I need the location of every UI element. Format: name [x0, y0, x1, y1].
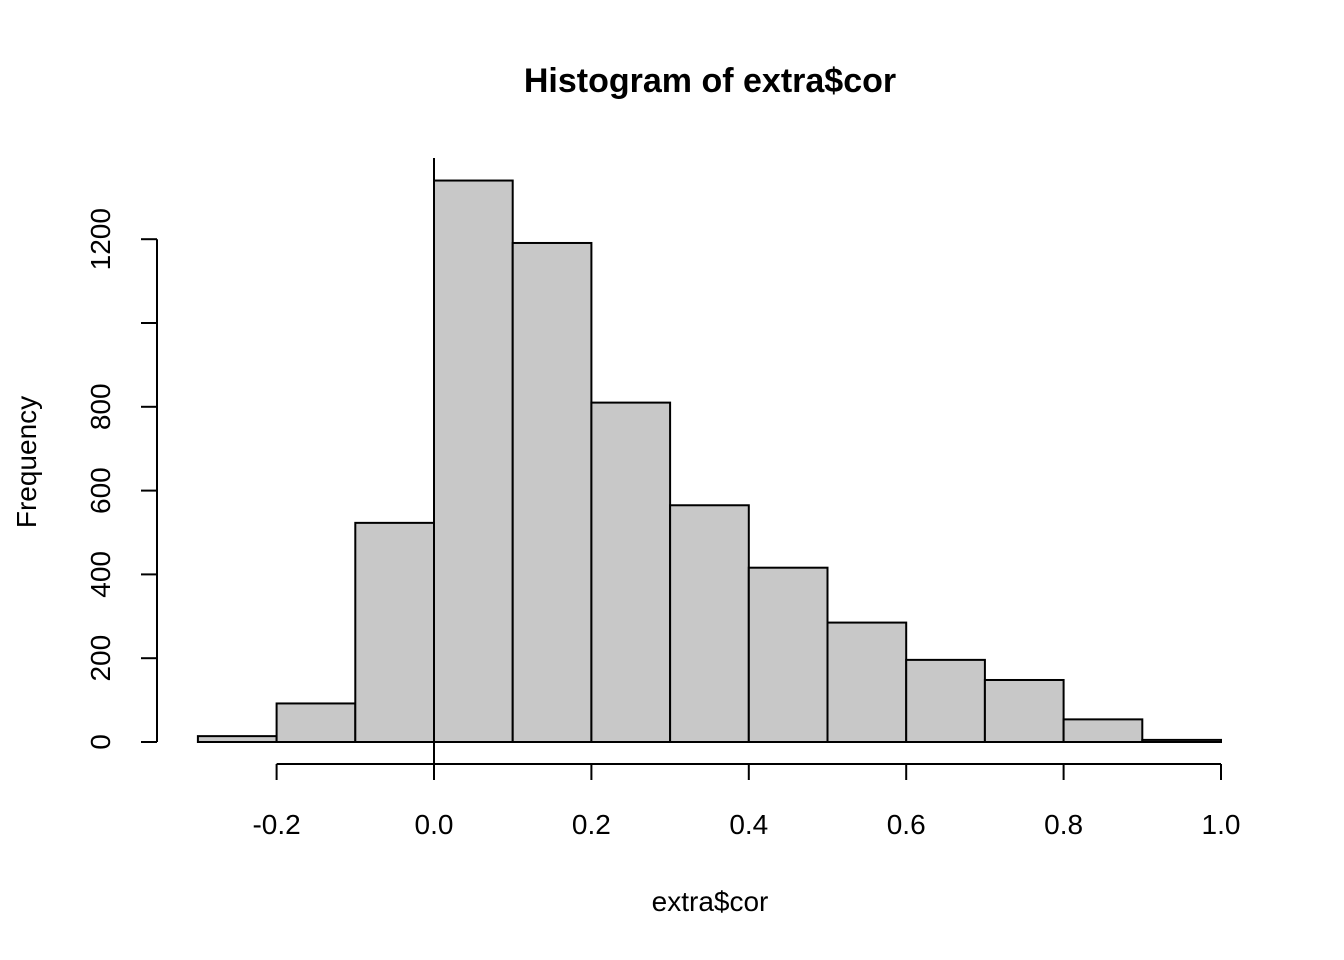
y-tick-label-3: 600	[85, 467, 116, 514]
histogram-bar-6	[669, 504, 750, 744]
histogram-bar-2	[354, 521, 435, 743]
x-tick-label-1: 0.0	[415, 809, 454, 840]
chart-title: Histogram of extra$cor	[524, 62, 896, 100]
histogram-bar-4	[511, 241, 593, 743]
x-tick-label-3: 0.4	[729, 809, 768, 840]
y-axis-label: Frequency	[11, 396, 42, 528]
bars-group	[196, 179, 1223, 744]
histogram-bar-0	[196, 735, 278, 743]
x-axis-label: extra$cor	[652, 886, 769, 917]
x-tick-label-6: 1.0	[1202, 809, 1241, 840]
y-tick-label-2: 400	[85, 551, 116, 598]
x-tick-label-4: 0.6	[887, 809, 926, 840]
histogram-bar-3	[433, 179, 514, 744]
x-tick-label-2: 0.2	[572, 809, 611, 840]
y-tick-label-6: 1200	[85, 208, 116, 270]
x-axis: -0.2 0.0 0.2 0.4 0.6 0.8 1.0	[252, 763, 1241, 840]
y-tick-label-1: 200	[85, 635, 116, 682]
x-tick-label-0: -0.2	[252, 809, 300, 840]
histogram-bar-1	[275, 702, 357, 744]
y-tick-label-4: 800	[85, 383, 116, 430]
x-tick-label-5: 0.8	[1044, 809, 1083, 840]
y-axis: 0 200 400 600 800 1200	[85, 208, 158, 750]
histogram-bar-11	[1062, 718, 1144, 744]
histogram-bar-12	[1141, 738, 1223, 744]
histogram-bar-10	[983, 678, 1065, 743]
histogram-bar-5	[590, 401, 672, 743]
y-tick-label-0: 0	[85, 734, 116, 750]
histogram-bar-7	[747, 566, 829, 743]
histogram-bar-9	[905, 658, 986, 743]
histogram-bar-8	[826, 621, 908, 744]
